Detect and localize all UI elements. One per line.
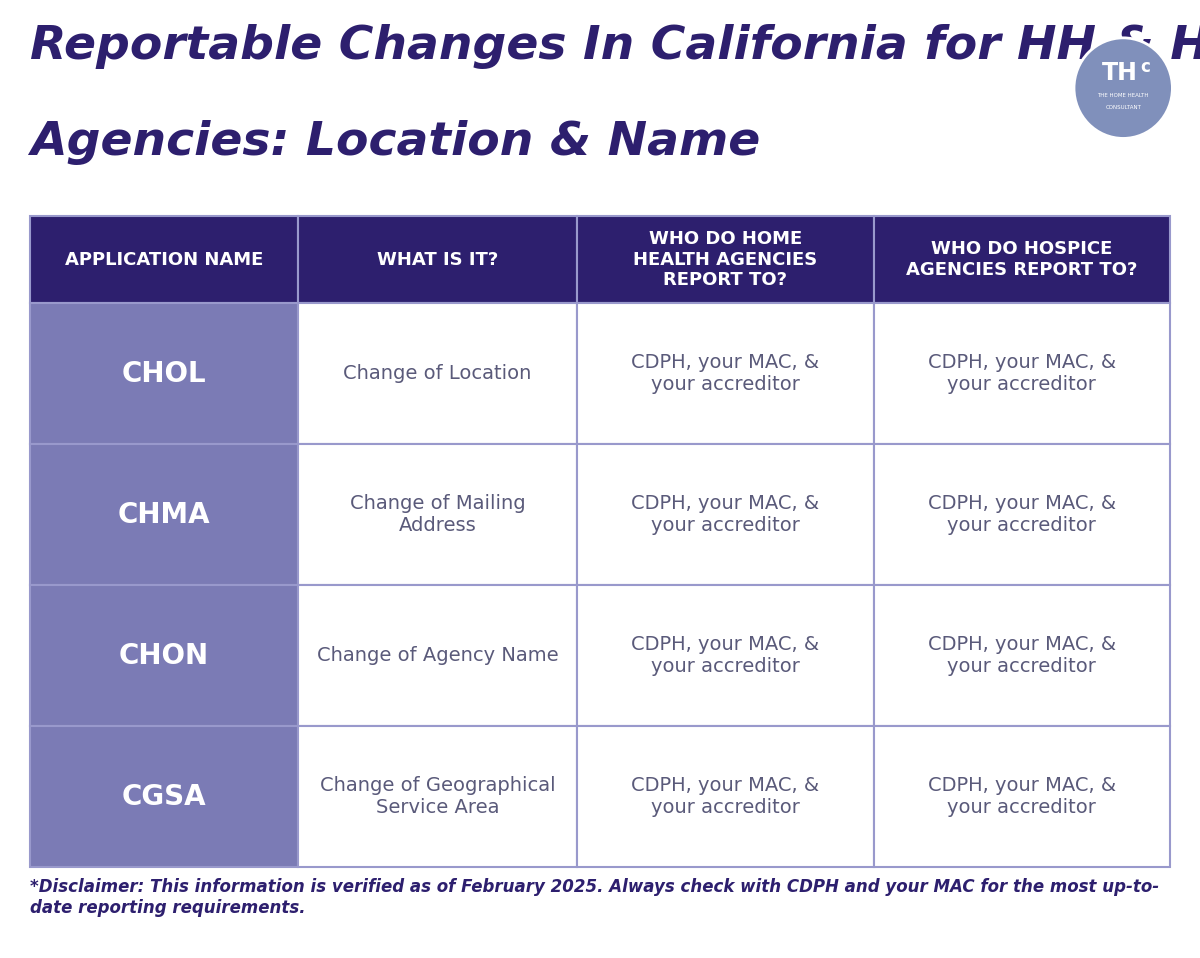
Text: CHON: CHON bbox=[119, 642, 209, 670]
FancyBboxPatch shape bbox=[298, 445, 577, 585]
FancyBboxPatch shape bbox=[30, 216, 298, 304]
Text: CONSULTANT: CONSULTANT bbox=[1105, 104, 1141, 110]
Text: Reportable Changes In California for HH & HSP: Reportable Changes In California for HH … bbox=[30, 24, 1200, 69]
FancyBboxPatch shape bbox=[874, 585, 1170, 726]
Text: CDPH, your MAC, &
your accreditor: CDPH, your MAC, & your accreditor bbox=[631, 354, 820, 395]
Text: WHO DO HOSPICE
AGENCIES REPORT TO?: WHO DO HOSPICE AGENCIES REPORT TO? bbox=[906, 240, 1138, 279]
FancyBboxPatch shape bbox=[577, 585, 874, 726]
FancyBboxPatch shape bbox=[874, 304, 1170, 445]
Text: Agencies: Location & Name: Agencies: Location & Name bbox=[30, 120, 761, 165]
Text: c: c bbox=[1140, 58, 1150, 76]
Text: CDPH, your MAC, &
your accreditor: CDPH, your MAC, & your accreditor bbox=[928, 494, 1116, 536]
FancyBboxPatch shape bbox=[30, 304, 298, 445]
FancyBboxPatch shape bbox=[577, 726, 874, 867]
FancyBboxPatch shape bbox=[298, 304, 577, 445]
FancyBboxPatch shape bbox=[30, 445, 298, 585]
Text: CDPH, your MAC, &
your accreditor: CDPH, your MAC, & your accreditor bbox=[631, 494, 820, 536]
Text: Change of Agency Name: Change of Agency Name bbox=[317, 647, 558, 665]
FancyBboxPatch shape bbox=[298, 726, 577, 867]
Text: CGSA: CGSA bbox=[121, 783, 206, 810]
FancyBboxPatch shape bbox=[298, 585, 577, 726]
Text: WHAT IS IT?: WHAT IS IT? bbox=[377, 251, 498, 268]
FancyBboxPatch shape bbox=[577, 216, 874, 304]
FancyBboxPatch shape bbox=[30, 726, 298, 867]
Text: *Disclaimer: This information is verified as of February 2025. Always check with: *Disclaimer: This information is verifie… bbox=[30, 878, 1159, 918]
FancyBboxPatch shape bbox=[30, 585, 298, 726]
Text: CDPH, your MAC, &
your accreditor: CDPH, your MAC, & your accreditor bbox=[631, 635, 820, 676]
FancyBboxPatch shape bbox=[874, 445, 1170, 585]
Text: Change of Geographical
Service Area: Change of Geographical Service Area bbox=[319, 776, 556, 817]
FancyBboxPatch shape bbox=[298, 216, 577, 304]
Text: TH: TH bbox=[1102, 60, 1138, 85]
FancyBboxPatch shape bbox=[577, 304, 874, 445]
Text: APPLICATION NAME: APPLICATION NAME bbox=[65, 251, 263, 268]
Text: CDPH, your MAC, &
your accreditor: CDPH, your MAC, & your accreditor bbox=[928, 776, 1116, 817]
Text: Change of Mailing
Address: Change of Mailing Address bbox=[349, 494, 526, 536]
Text: CHOL: CHOL bbox=[121, 360, 206, 388]
Text: CDPH, your MAC, &
your accreditor: CDPH, your MAC, & your accreditor bbox=[631, 776, 820, 817]
FancyBboxPatch shape bbox=[874, 216, 1170, 304]
FancyBboxPatch shape bbox=[577, 445, 874, 585]
Text: CDPH, your MAC, &
your accreditor: CDPH, your MAC, & your accreditor bbox=[928, 635, 1116, 676]
Text: THE HOME HEALTH: THE HOME HEALTH bbox=[1098, 93, 1148, 99]
FancyBboxPatch shape bbox=[874, 726, 1170, 867]
Text: CHMA: CHMA bbox=[118, 501, 210, 529]
Ellipse shape bbox=[1074, 37, 1172, 138]
Text: WHO DO HOME
HEALTH AGENCIES
REPORT TO?: WHO DO HOME HEALTH AGENCIES REPORT TO? bbox=[634, 230, 817, 289]
Text: Change of Location: Change of Location bbox=[343, 364, 532, 383]
Text: CDPH, your MAC, &
your accreditor: CDPH, your MAC, & your accreditor bbox=[928, 354, 1116, 395]
